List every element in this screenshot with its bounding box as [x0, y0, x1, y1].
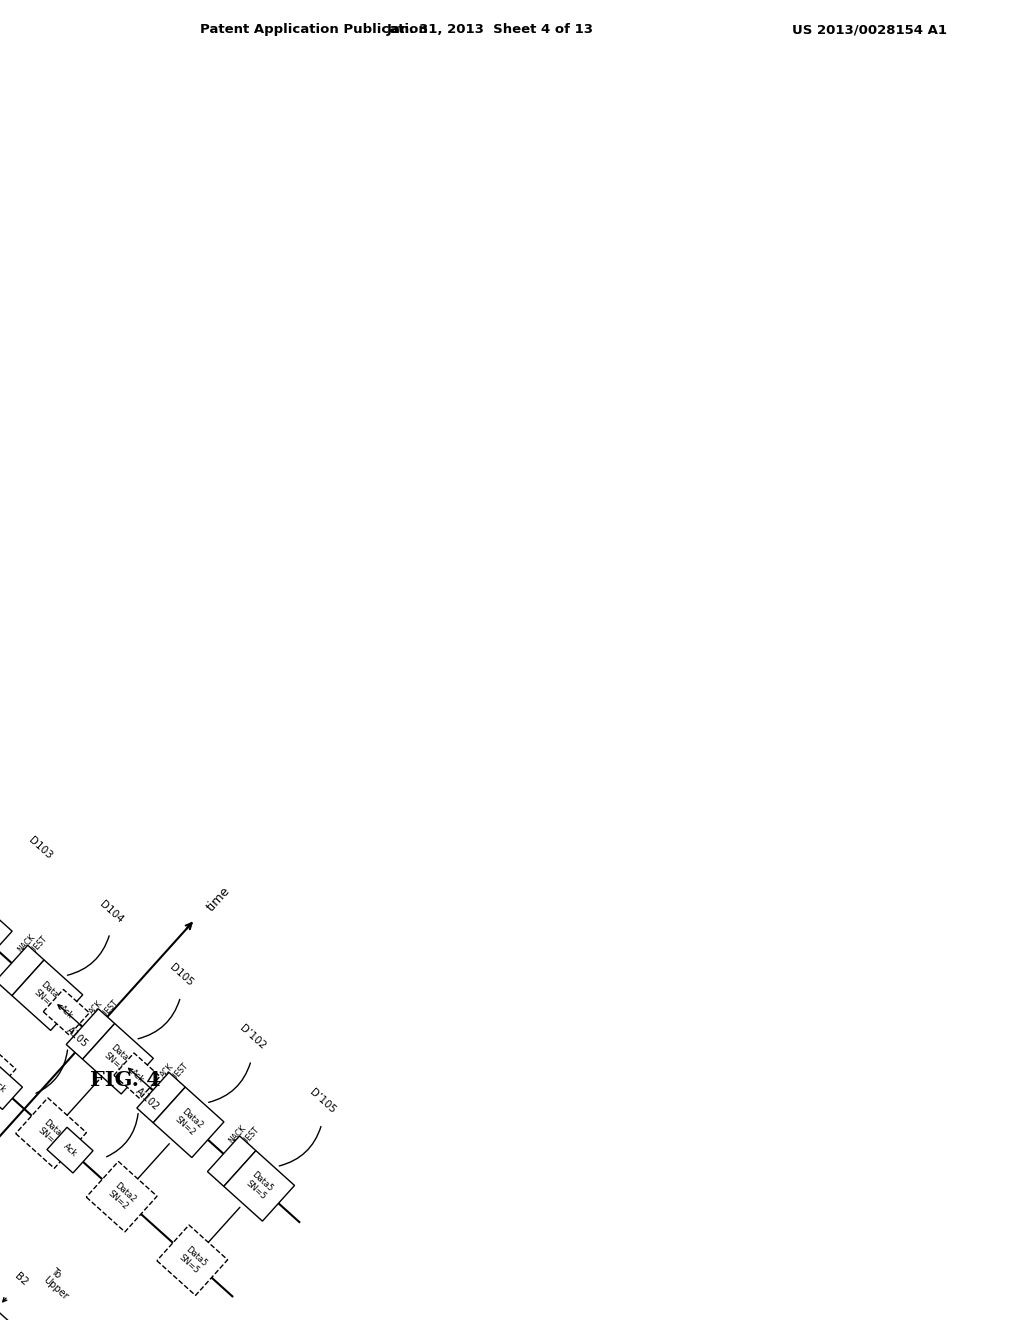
Polygon shape [0, 945, 44, 995]
Polygon shape [0, 1286, 12, 1320]
Text: Ack: Ack [61, 1142, 79, 1159]
Text: D’105: D’105 [308, 1088, 338, 1115]
Text: Data2
SN=2: Data2 SN=2 [173, 1106, 205, 1138]
Text: Ack: Ack [128, 1068, 145, 1084]
Polygon shape [114, 1053, 160, 1098]
Text: FIG. 4: FIG. 4 [90, 1071, 161, 1090]
Polygon shape [47, 1127, 93, 1173]
Polygon shape [0, 896, 12, 966]
Text: Data2
SN=2: Data2 SN=2 [105, 1181, 137, 1212]
Polygon shape [83, 1023, 154, 1094]
Text: ACK
REQUEST: ACK REQUEST [82, 991, 120, 1031]
Text: A’102: A’102 [134, 1086, 162, 1113]
Text: Patent Application Publication: Patent Application Publication [200, 24, 428, 37]
Text: D’102: D’102 [238, 1023, 267, 1052]
Text: D104: D104 [97, 899, 125, 924]
Polygon shape [208, 1137, 256, 1187]
Text: Data5
SN=5: Data5 SN=5 [244, 1171, 275, 1201]
Text: NACK
REQUEST: NACK REQUEST [222, 1118, 261, 1158]
Polygon shape [0, 1035, 15, 1105]
Polygon shape [224, 1151, 295, 1221]
Text: US 2013/0028154 A1: US 2013/0028154 A1 [793, 24, 947, 37]
Text: Jan. 31, 2013  Sheet 4 of 13: Jan. 31, 2013 Sheet 4 of 13 [386, 24, 594, 37]
Text: Data5
SN=5: Data5 SN=5 [35, 1118, 67, 1148]
Polygon shape [43, 990, 89, 1035]
Text: To
Upper: To Upper [41, 1266, 77, 1302]
Text: Data4
SN=4: Data4 SN=4 [32, 979, 63, 1011]
Text: B2: B2 [13, 1271, 30, 1287]
Text: Ack: Ack [57, 1003, 75, 1020]
Polygon shape [12, 960, 83, 1031]
Polygon shape [67, 1008, 115, 1059]
Polygon shape [15, 1098, 86, 1168]
Text: NACK
REQUEST: NACK REQUEST [11, 928, 49, 968]
Text: time: time [204, 884, 232, 913]
Polygon shape [137, 1072, 185, 1123]
Text: ACK
REQUEST: ACK REQUEST [152, 1055, 190, 1094]
Text: Data5
SN=5: Data5 SN=5 [176, 1245, 208, 1276]
Text: Data5
SN=5: Data5 SN=5 [102, 1043, 134, 1074]
Text: Ack: Ack [0, 1078, 8, 1096]
Polygon shape [0, 1064, 23, 1109]
Polygon shape [86, 1162, 157, 1232]
Polygon shape [157, 1225, 227, 1295]
Polygon shape [154, 1088, 224, 1158]
Text: D103: D103 [27, 836, 54, 861]
Text: D105: D105 [168, 962, 196, 989]
Text: A105: A105 [65, 1024, 90, 1049]
